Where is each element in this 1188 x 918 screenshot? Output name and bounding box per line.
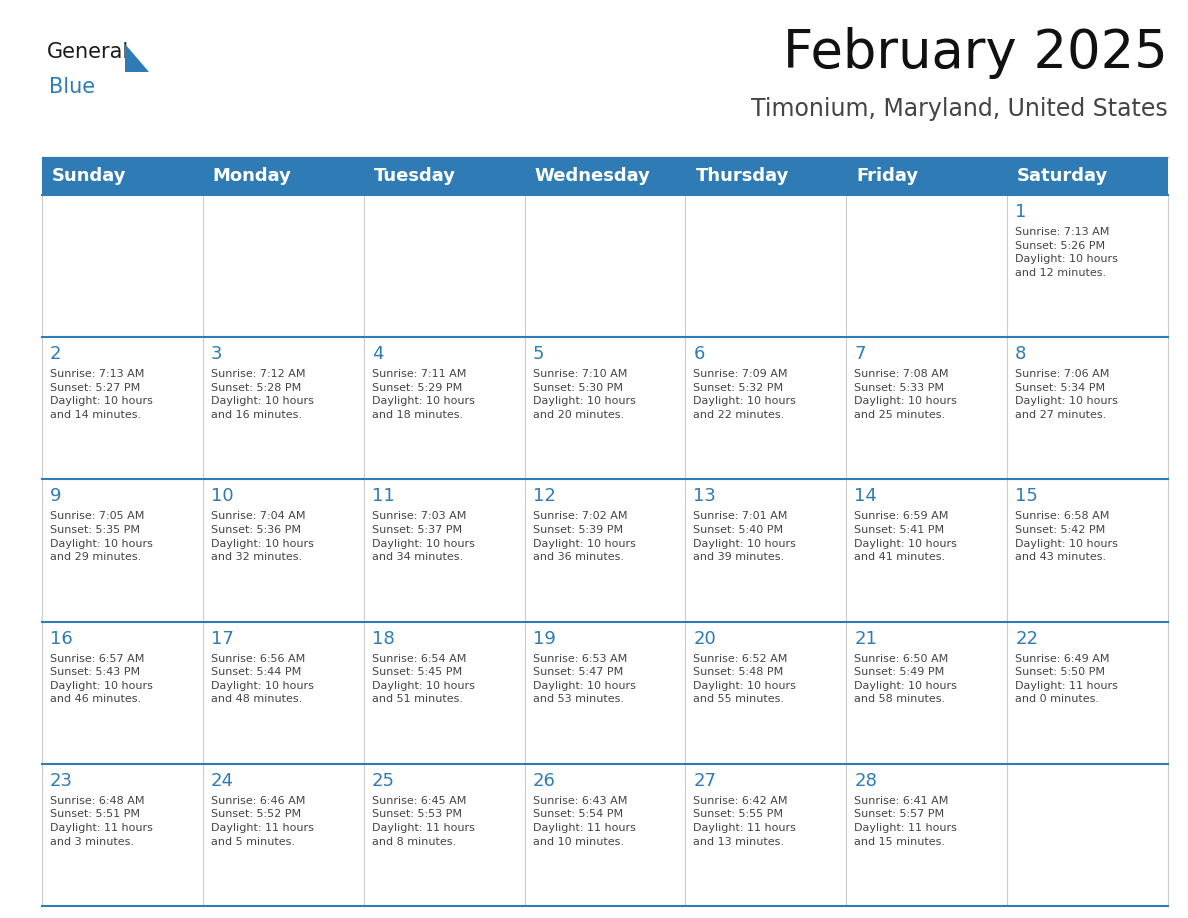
Text: 17: 17 [210,630,234,647]
Text: Sunrise: 6:45 AM
Sunset: 5:53 PM
Daylight: 11 hours
and 8 minutes.: Sunrise: 6:45 AM Sunset: 5:53 PM Dayligh… [372,796,474,846]
Text: Thursday: Thursday [695,167,789,185]
Text: 21: 21 [854,630,877,647]
Text: 25: 25 [372,772,394,789]
Text: Sunrise: 7:13 AM
Sunset: 5:27 PM
Daylight: 10 hours
and 14 minutes.: Sunrise: 7:13 AM Sunset: 5:27 PM Dayligh… [50,369,153,420]
Text: 23: 23 [50,772,72,789]
Text: Sunrise: 7:11 AM
Sunset: 5:29 PM
Daylight: 10 hours
and 18 minutes.: Sunrise: 7:11 AM Sunset: 5:29 PM Dayligh… [372,369,474,420]
Text: 15: 15 [1015,487,1038,506]
Text: Sunrise: 7:13 AM
Sunset: 5:26 PM
Daylight: 10 hours
and 12 minutes.: Sunrise: 7:13 AM Sunset: 5:26 PM Dayligh… [1015,227,1118,278]
Text: 12: 12 [532,487,556,506]
Text: Sunrise: 6:49 AM
Sunset: 5:50 PM
Daylight: 11 hours
and 0 minutes.: Sunrise: 6:49 AM Sunset: 5:50 PM Dayligh… [1015,654,1118,704]
Text: Sunrise: 6:53 AM
Sunset: 5:47 PM
Daylight: 10 hours
and 53 minutes.: Sunrise: 6:53 AM Sunset: 5:47 PM Dayligh… [532,654,636,704]
Text: Sunrise: 7:05 AM
Sunset: 5:35 PM
Daylight: 10 hours
and 29 minutes.: Sunrise: 7:05 AM Sunset: 5:35 PM Dayligh… [50,511,153,562]
Text: Sunrise: 6:42 AM
Sunset: 5:55 PM
Daylight: 11 hours
and 13 minutes.: Sunrise: 6:42 AM Sunset: 5:55 PM Dayligh… [694,796,796,846]
Text: 3: 3 [210,345,222,364]
Text: Sunrise: 7:09 AM
Sunset: 5:32 PM
Daylight: 10 hours
and 22 minutes.: Sunrise: 7:09 AM Sunset: 5:32 PM Dayligh… [694,369,796,420]
Text: 14: 14 [854,487,877,506]
Text: Sunrise: 6:43 AM
Sunset: 5:54 PM
Daylight: 11 hours
and 10 minutes.: Sunrise: 6:43 AM Sunset: 5:54 PM Dayligh… [532,796,636,846]
Text: Sunrise: 7:06 AM
Sunset: 5:34 PM
Daylight: 10 hours
and 27 minutes.: Sunrise: 7:06 AM Sunset: 5:34 PM Dayligh… [1015,369,1118,420]
Text: 13: 13 [694,487,716,506]
Text: 20: 20 [694,630,716,647]
Text: 6: 6 [694,345,704,364]
Bar [42,157,1168,195]
Text: 26: 26 [532,772,556,789]
Text: 8: 8 [1015,345,1026,364]
Text: Sunrise: 6:54 AM
Sunset: 5:45 PM
Daylight: 10 hours
and 51 minutes.: Sunrise: 6:54 AM Sunset: 5:45 PM Dayligh… [372,654,474,704]
Text: February 2025: February 2025 [783,27,1168,79]
Text: 4: 4 [372,345,384,364]
Text: Friday: Friday [857,167,918,185]
Text: Monday: Monday [213,167,292,185]
Text: 11: 11 [372,487,394,506]
Text: Sunrise: 6:46 AM
Sunset: 5:52 PM
Daylight: 11 hours
and 5 minutes.: Sunrise: 6:46 AM Sunset: 5:52 PM Dayligh… [210,796,314,846]
Text: Sunrise: 7:01 AM
Sunset: 5:40 PM
Daylight: 10 hours
and 39 minutes.: Sunrise: 7:01 AM Sunset: 5:40 PM Dayligh… [694,511,796,562]
Text: Sunrise: 6:41 AM
Sunset: 5:57 PM
Daylight: 11 hours
and 15 minutes.: Sunrise: 6:41 AM Sunset: 5:57 PM Dayligh… [854,796,958,846]
Text: Saturday: Saturday [1017,167,1108,185]
Text: 2: 2 [50,345,62,364]
Text: Wednesday: Wednesday [535,167,651,185]
Text: Sunrise: 6:58 AM
Sunset: 5:42 PM
Daylight: 10 hours
and 43 minutes.: Sunrise: 6:58 AM Sunset: 5:42 PM Dayligh… [1015,511,1118,562]
Text: 7: 7 [854,345,866,364]
Text: Sunrise: 6:59 AM
Sunset: 5:41 PM
Daylight: 10 hours
and 41 minutes.: Sunrise: 6:59 AM Sunset: 5:41 PM Dayligh… [854,511,958,562]
Text: 19: 19 [532,630,556,647]
Text: Sunday: Sunday [52,167,126,185]
Text: Sunrise: 6:57 AM
Sunset: 5:43 PM
Daylight: 10 hours
and 46 minutes.: Sunrise: 6:57 AM Sunset: 5:43 PM Dayligh… [50,654,153,704]
Text: Sunrise: 6:50 AM
Sunset: 5:49 PM
Daylight: 10 hours
and 58 minutes.: Sunrise: 6:50 AM Sunset: 5:49 PM Dayligh… [854,654,958,704]
Text: Timonium, Maryland, United States: Timonium, Maryland, United States [751,97,1168,121]
Text: Sunrise: 7:04 AM
Sunset: 5:36 PM
Daylight: 10 hours
and 32 minutes.: Sunrise: 7:04 AM Sunset: 5:36 PM Dayligh… [210,511,314,562]
Text: Sunrise: 7:12 AM
Sunset: 5:28 PM
Daylight: 10 hours
and 16 minutes.: Sunrise: 7:12 AM Sunset: 5:28 PM Dayligh… [210,369,314,420]
Text: Sunrise: 6:56 AM
Sunset: 5:44 PM
Daylight: 10 hours
and 48 minutes.: Sunrise: 6:56 AM Sunset: 5:44 PM Dayligh… [210,654,314,704]
Text: 24: 24 [210,772,234,789]
Text: Tuesday: Tuesday [374,167,456,185]
Text: Blue: Blue [49,77,95,97]
Polygon shape [125,44,148,72]
Text: 1: 1 [1015,203,1026,221]
Text: 28: 28 [854,772,877,789]
Text: 22: 22 [1015,630,1038,647]
Text: 9: 9 [50,487,62,506]
Text: 27: 27 [694,772,716,789]
Text: Sunrise: 6:52 AM
Sunset: 5:48 PM
Daylight: 10 hours
and 55 minutes.: Sunrise: 6:52 AM Sunset: 5:48 PM Dayligh… [694,654,796,704]
Text: 5: 5 [532,345,544,364]
Text: Sunrise: 7:02 AM
Sunset: 5:39 PM
Daylight: 10 hours
and 36 minutes.: Sunrise: 7:02 AM Sunset: 5:39 PM Dayligh… [532,511,636,562]
Text: 10: 10 [210,487,234,506]
Text: 18: 18 [372,630,394,647]
Text: Sunrise: 7:10 AM
Sunset: 5:30 PM
Daylight: 10 hours
and 20 minutes.: Sunrise: 7:10 AM Sunset: 5:30 PM Dayligh… [532,369,636,420]
Text: General: General [48,42,129,62]
Text: Sunrise: 7:08 AM
Sunset: 5:33 PM
Daylight: 10 hours
and 25 minutes.: Sunrise: 7:08 AM Sunset: 5:33 PM Dayligh… [854,369,958,420]
Text: 16: 16 [50,630,72,647]
Text: Sunrise: 6:48 AM
Sunset: 5:51 PM
Daylight: 11 hours
and 3 minutes.: Sunrise: 6:48 AM Sunset: 5:51 PM Dayligh… [50,796,153,846]
Text: Sunrise: 7:03 AM
Sunset: 5:37 PM
Daylight: 10 hours
and 34 minutes.: Sunrise: 7:03 AM Sunset: 5:37 PM Dayligh… [372,511,474,562]
